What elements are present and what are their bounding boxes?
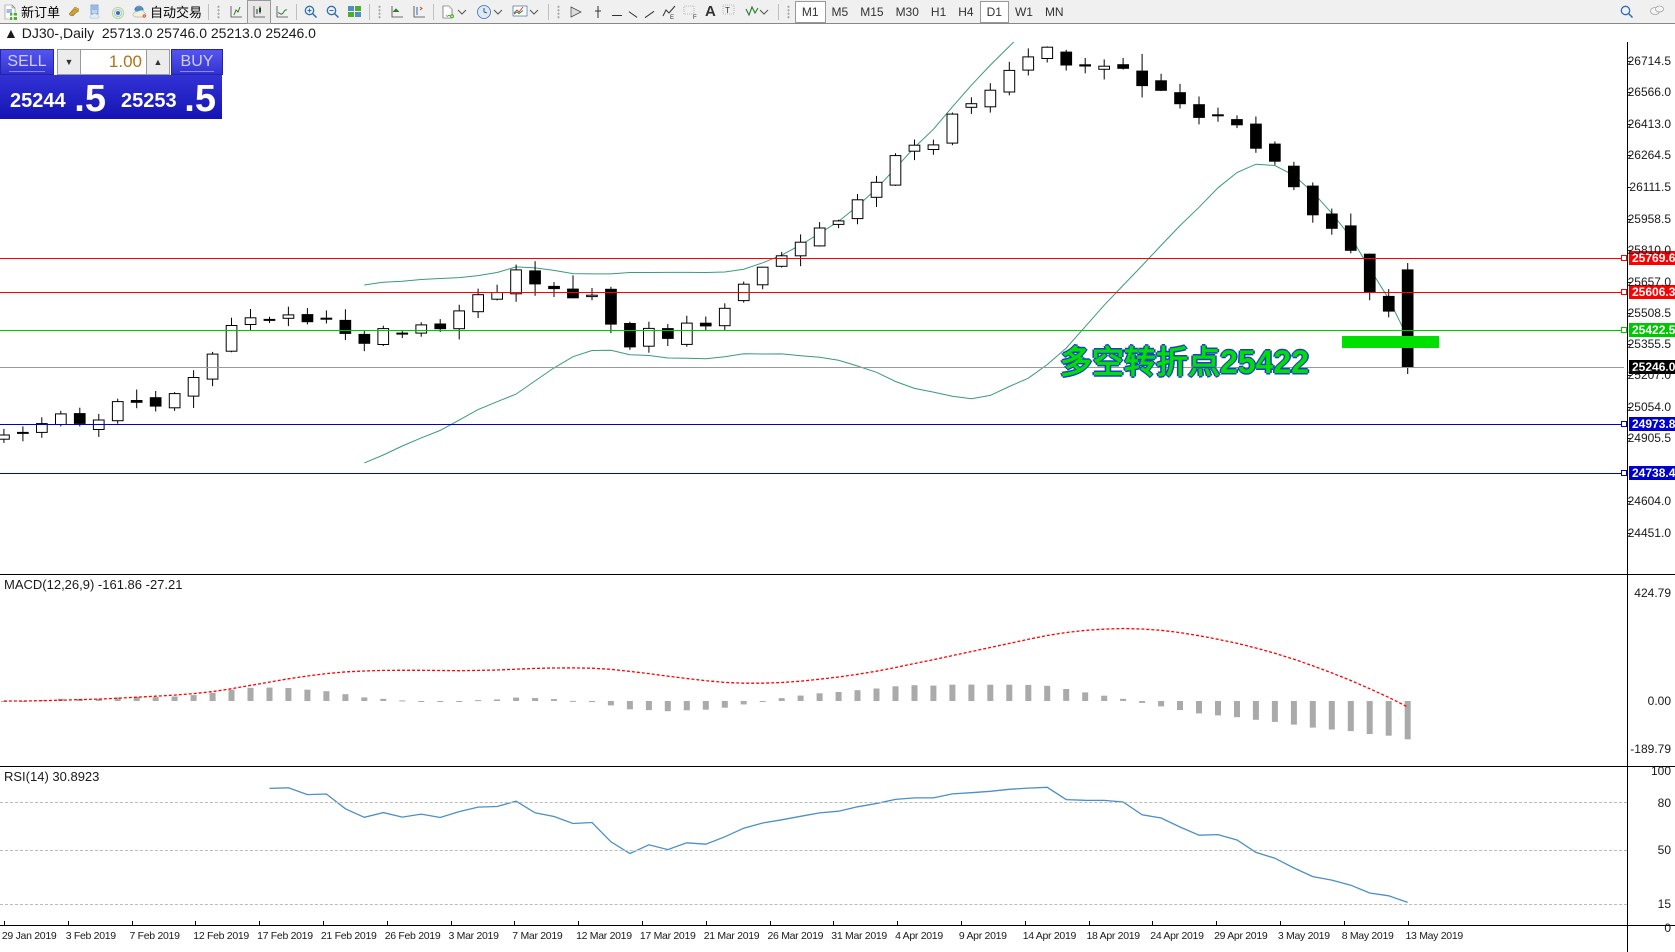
svg-text:F: F (693, 15, 697, 20)
svg-text:T: T (725, 6, 730, 15)
svg-text:E: E (670, 15, 674, 20)
